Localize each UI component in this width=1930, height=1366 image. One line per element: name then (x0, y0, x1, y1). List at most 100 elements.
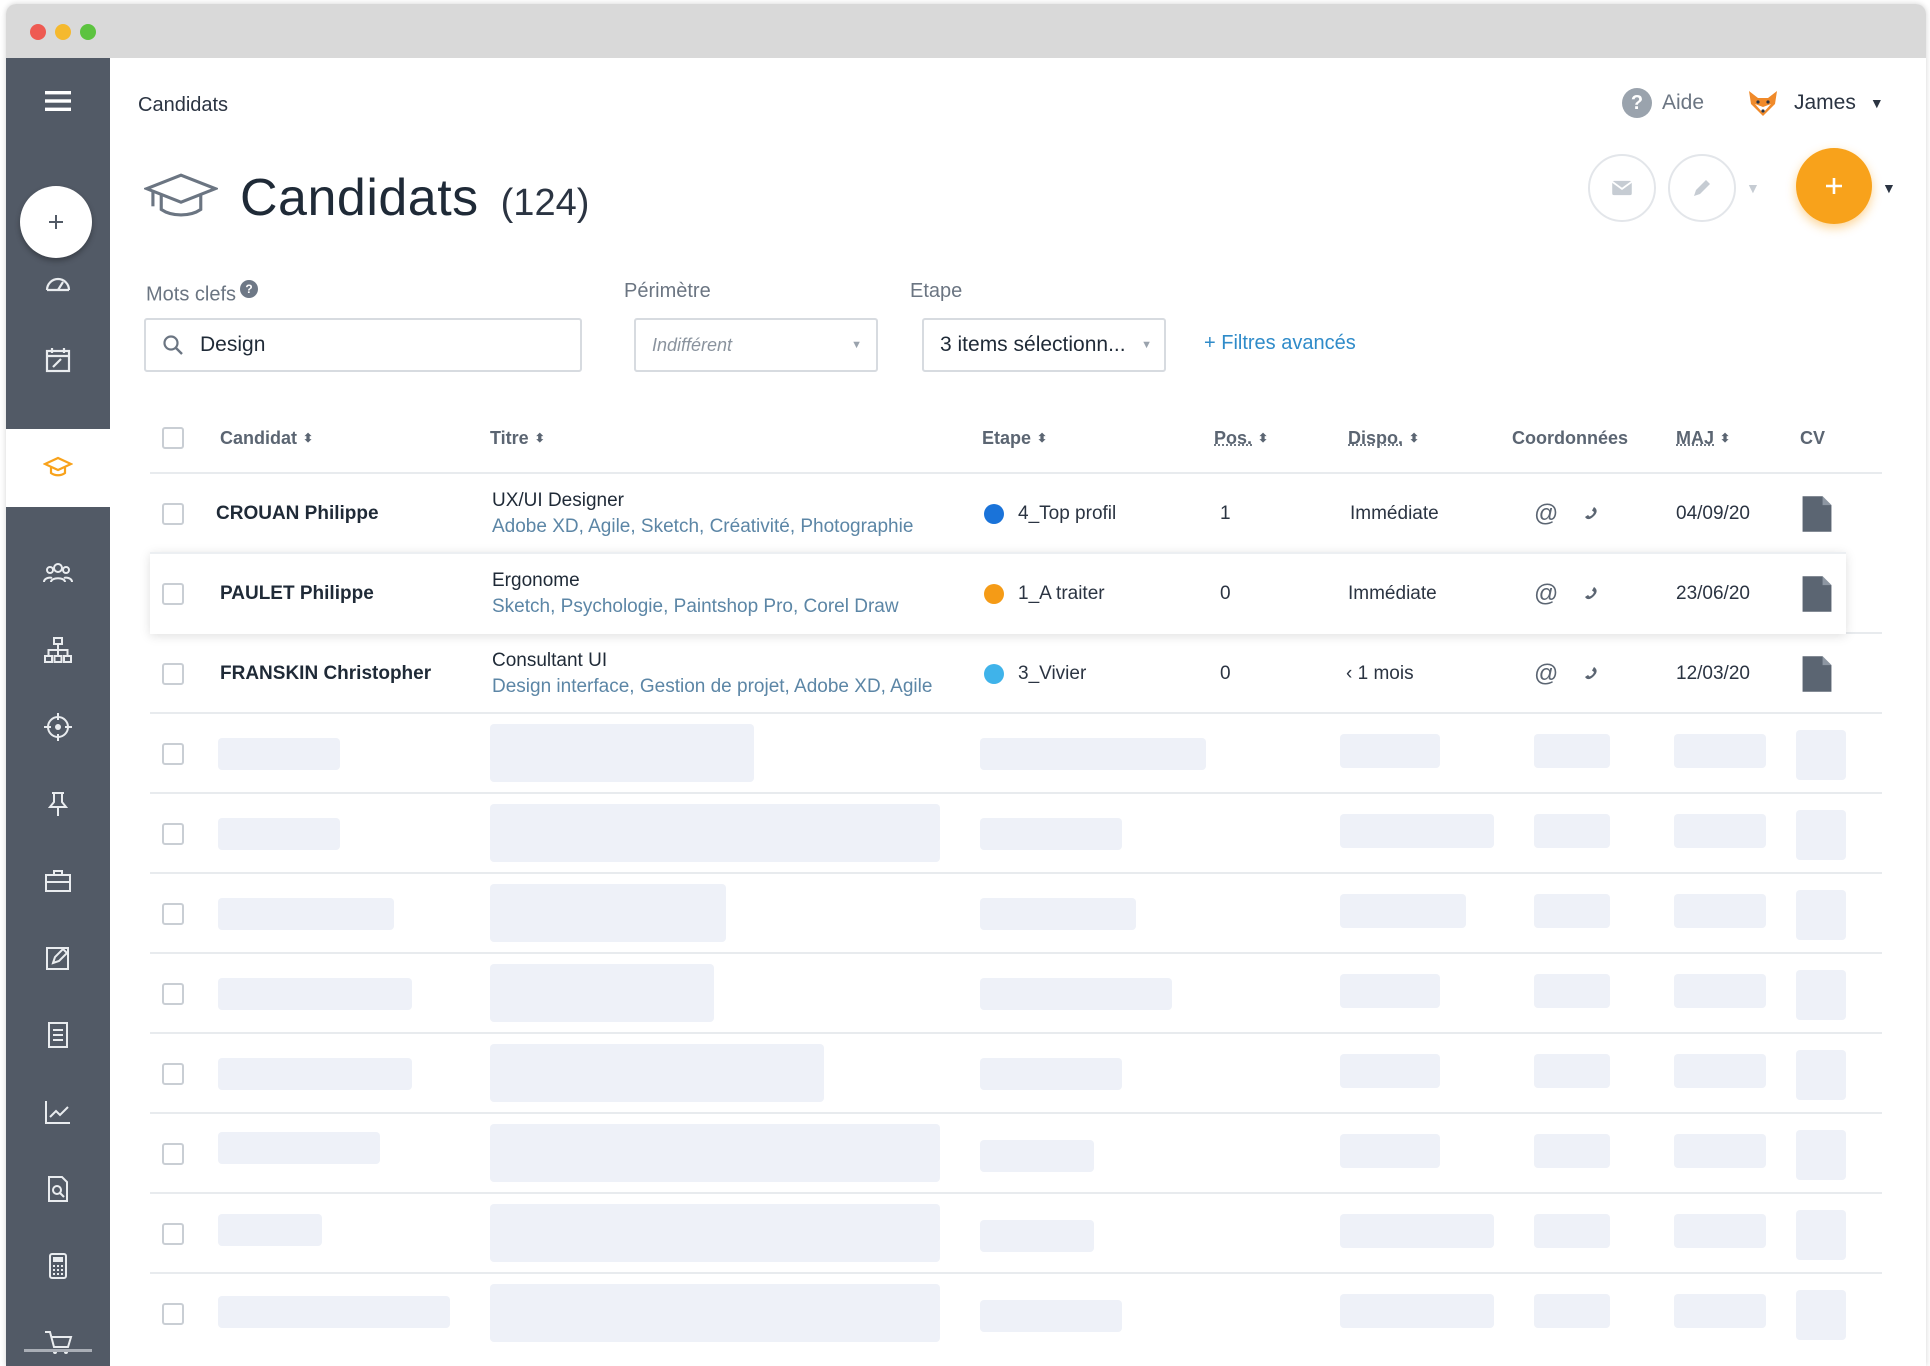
col-header-etape[interactable]: Etape ⬍ (982, 427, 1048, 448)
close-window-button[interactable] (30, 24, 46, 40)
table-row[interactable]: CROUAN Philippe UX/UI Designer Adobe XD, … (150, 472, 1882, 554)
candidate-name[interactable]: PAULET Philippe (220, 583, 374, 604)
skeleton-placeholder (1534, 894, 1610, 928)
candidate-title: Ergonome (492, 570, 580, 591)
row-checkbox[interactable] (162, 983, 184, 1005)
row-checkbox[interactable] (162, 1303, 184, 1325)
chevron-down-icon: ▼ (1141, 339, 1152, 351)
skeleton-placeholder (1796, 1210, 1846, 1260)
skeleton-placeholder (490, 1284, 940, 1342)
sidebar-item-file-search[interactable] (6, 1158, 110, 1220)
table-row[interactable]: FRANSKIN Christopher Consultant UI Design… (150, 632, 1882, 714)
row-checkbox[interactable] (162, 1063, 184, 1085)
skeleton-placeholder (218, 738, 340, 770)
candidate-title: Consultant UI (492, 650, 608, 671)
candidate-dispo: Immédiate (1350, 503, 1439, 524)
select-all-checkbox-cell[interactable] (162, 404, 184, 472)
skeleton-placeholder (980, 738, 1206, 770)
keywords-help-icon[interactable]: ? (240, 280, 259, 298)
skeleton-placeholder (980, 1300, 1122, 1332)
row-checkbox[interactable] (162, 903, 184, 925)
email-icon[interactable]: @ (1534, 660, 1559, 687)
skeleton-placeholder (1534, 974, 1610, 1008)
sidebar-item-candidats[interactable] (6, 429, 110, 507)
sidebar-item-cart[interactable] (6, 1312, 110, 1366)
candidate-name[interactable]: CROUAN Philippe (216, 503, 379, 524)
cv-document-icon[interactable] (1800, 634, 1834, 714)
email-icon[interactable]: @ (1534, 580, 1559, 607)
sidebar-item-calendar[interactable] (6, 329, 110, 391)
skeleton-placeholder (980, 1058, 1122, 1090)
add-dropdown-chevron-icon[interactable]: ▼ (1882, 180, 1896, 196)
pin-icon (47, 792, 69, 816)
col-header-pos[interactable]: Pos. ⬍ (1214, 427, 1269, 448)
graduation-cap-icon (144, 173, 218, 217)
sidebar-item-documents[interactable] (6, 1004, 110, 1066)
col-header-candidat[interactable]: Candidat ⬍ (220, 427, 314, 448)
skeleton-placeholder (490, 1044, 824, 1102)
candidate-name[interactable]: FRANSKIN Christopher (220, 663, 432, 684)
sidebar-item-organisation[interactable] (6, 619, 110, 681)
edit-dropdown-chevron-icon[interactable]: ▼ (1746, 180, 1760, 196)
sidebar-item-stats[interactable] (6, 1081, 110, 1143)
breadcrumb[interactable]: Candidats (138, 94, 229, 116)
sidebar-item-jobs[interactable] (6, 850, 110, 912)
menu-button[interactable] (6, 70, 110, 132)
sidebar-item-target[interactable] (6, 696, 110, 758)
phone-icon[interactable] (1578, 554, 1600, 634)
sidebar-item-edit[interactable] (6, 927, 110, 989)
phone-icon[interactable] (1578, 634, 1600, 714)
col-header-maj[interactable]: MAJ ⬍ (1676, 427, 1731, 448)
sidebar-item-pin[interactable] (6, 773, 110, 835)
skeleton-row (150, 952, 1882, 1034)
cart-icon (45, 1331, 73, 1354)
col-header-titre[interactable]: Titre ⬍ (490, 427, 545, 448)
row-checkbox[interactable] (162, 743, 184, 765)
advanced-filters-link[interactable]: + Filtres avancés (1204, 332, 1356, 354)
sidebar-item-contacts[interactable] (6, 542, 110, 604)
row-checkbox[interactable] (162, 1143, 184, 1165)
main-content: Candidats ? Aide James ▼ Candidats (124) (110, 58, 1926, 1366)
sidebar-item-dashboard[interactable] (6, 252, 110, 314)
keywords-label: Mots clefs? (146, 280, 259, 307)
minimize-window-button[interactable] (55, 24, 71, 40)
step-label: Etape (910, 280, 963, 302)
step-multiselect[interactable]: 3 items sélectionn... ▼ (922, 318, 1166, 372)
chevron-down-icon: ▼ (1869, 95, 1884, 111)
table-row[interactable]: PAULET Philippe Ergonome Sketch, Psycholo… (150, 552, 1846, 634)
skeleton-placeholder (1340, 734, 1440, 768)
candidate-count: (124) (500, 181, 590, 224)
pencil-icon (1694, 180, 1710, 196)
help-icon: ? (1622, 88, 1652, 118)
candidate-skills: Sketch, Psychologie, Paintshop Pro, Core… (492, 596, 899, 617)
keywords-search-input[interactable]: Design (144, 318, 582, 372)
add-icon (49, 215, 63, 229)
row-checkbox[interactable] (162, 583, 184, 605)
candidate-skills: Adobe XD, Agile, Sketch, Créativité, Pho… (492, 516, 914, 537)
user-menu[interactable]: James ▼ (1746, 86, 1884, 120)
skeleton-placeholder (1534, 1054, 1610, 1088)
select-all-checkbox[interactable] (162, 427, 184, 449)
add-candidate-button[interactable] (1796, 148, 1872, 224)
cv-document-icon[interactable] (1800, 554, 1834, 634)
skeleton-placeholder (1534, 1134, 1610, 1168)
cv-document-icon[interactable] (1800, 474, 1834, 554)
maximize-window-button[interactable] (80, 24, 96, 40)
col-header-dispo[interactable]: Dispo. ⬍ (1348, 427, 1420, 448)
row-checkbox[interactable] (162, 1223, 184, 1245)
sidebar-item-calculator[interactable] (6, 1235, 110, 1297)
edit-button[interactable] (1668, 154, 1736, 222)
perimeter-select[interactable]: Indifférent ▼ (634, 318, 878, 372)
email-button[interactable] (1588, 154, 1656, 222)
candidate-dispo: ‹ 1 mois (1346, 663, 1414, 684)
sidebar-add-button[interactable] (20, 186, 92, 258)
email-icon[interactable]: @ (1534, 500, 1559, 527)
phone-icon[interactable] (1578, 474, 1600, 554)
skeleton-placeholder (980, 898, 1136, 930)
row-checkbox[interactable] (162, 503, 184, 525)
user-name: James (1794, 91, 1856, 114)
row-checkbox[interactable] (162, 663, 184, 685)
row-checkbox[interactable] (162, 823, 184, 845)
graduation-cap-icon (43, 456, 73, 477)
help-link[interactable]: ? Aide (1622, 88, 1704, 118)
